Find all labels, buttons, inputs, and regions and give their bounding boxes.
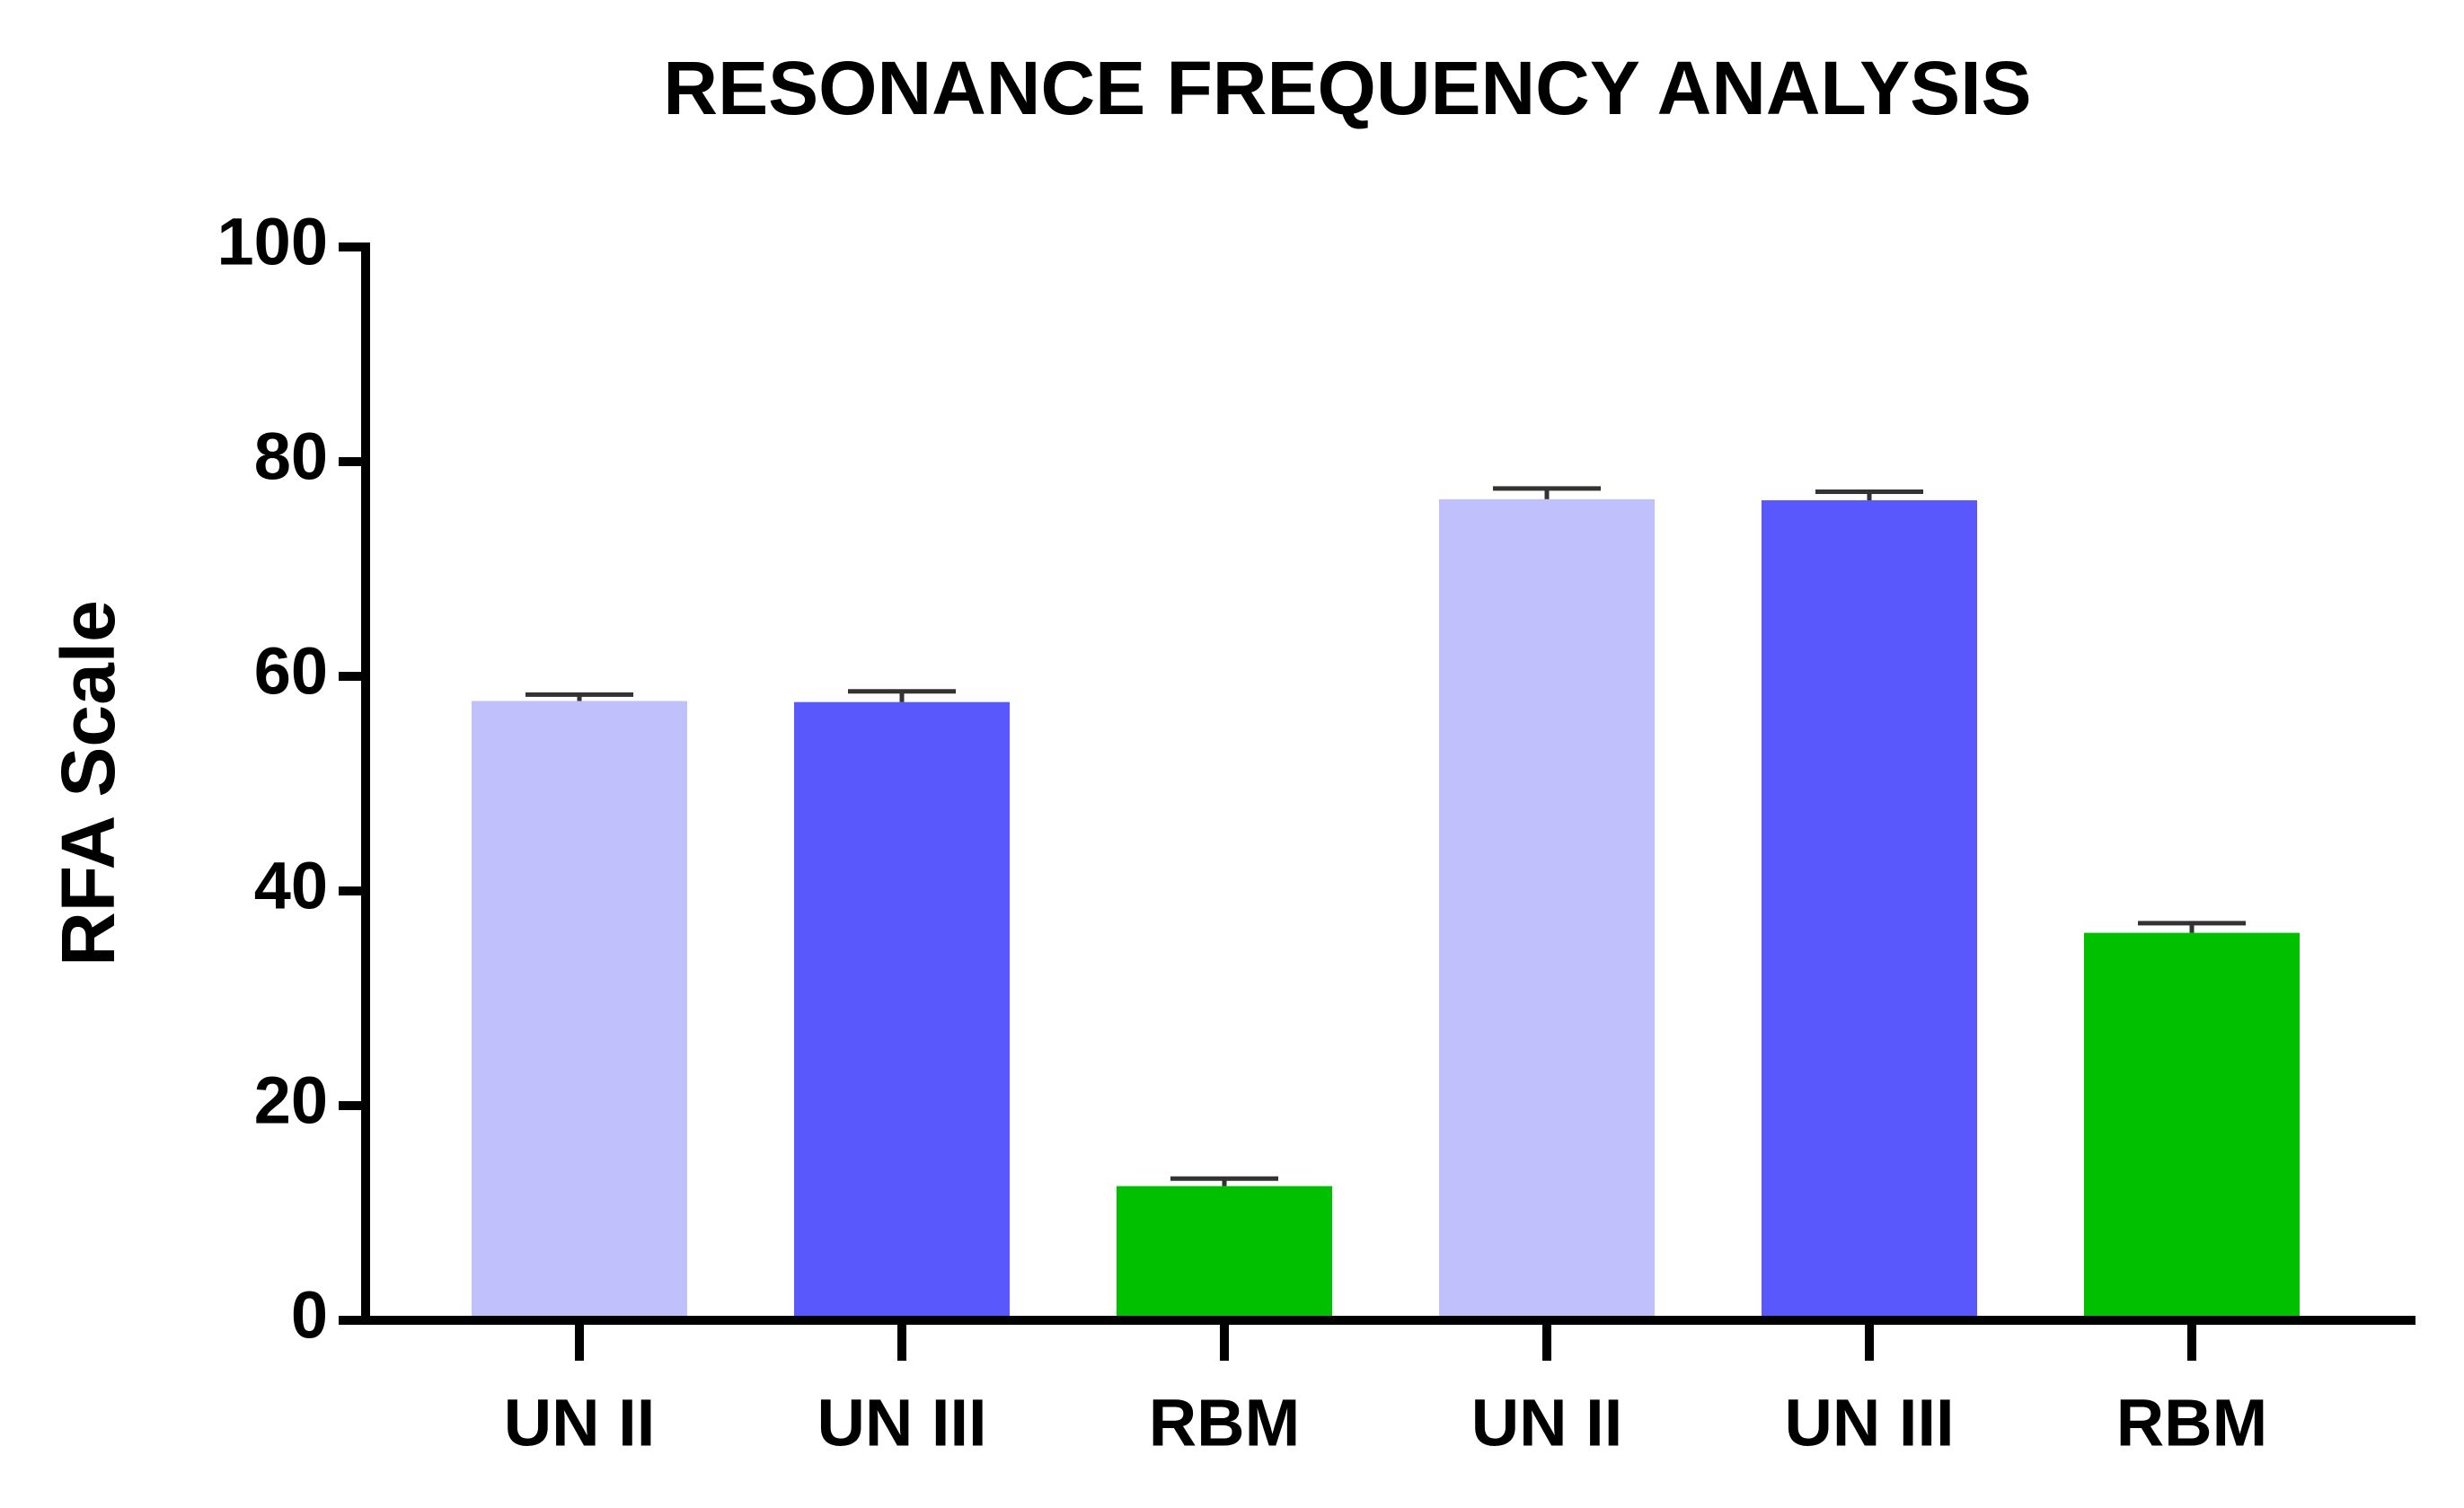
x-tick-label: RBM xyxy=(2116,1386,2268,1460)
bar xyxy=(1117,1186,1332,1320)
y-tick-label: 100 xyxy=(217,205,328,279)
y-tick-label: 40 xyxy=(254,849,328,923)
y-tick-label: 0 xyxy=(291,1278,328,1353)
x-tick-label: UN II xyxy=(1471,1386,1623,1460)
chart-title: RESONANCE FREQUENCY ANALYSIS xyxy=(663,46,2031,130)
x-tick-label: UN II xyxy=(504,1386,656,1460)
x-tick-label: RBM xyxy=(1149,1386,1301,1460)
y-tick-label: 80 xyxy=(254,419,328,494)
bar xyxy=(1439,498,1655,1320)
bar xyxy=(472,701,687,1320)
bar xyxy=(1762,500,1977,1320)
x-tick-label: UN III xyxy=(817,1386,986,1460)
y-tick-label: 20 xyxy=(254,1063,328,1138)
y-axis-label: RFA Scale xyxy=(46,600,130,966)
bar xyxy=(2084,932,2300,1320)
y-tick-label: 60 xyxy=(254,634,328,709)
x-tick-label: UN III xyxy=(1784,1386,1954,1460)
bar xyxy=(794,701,1010,1320)
